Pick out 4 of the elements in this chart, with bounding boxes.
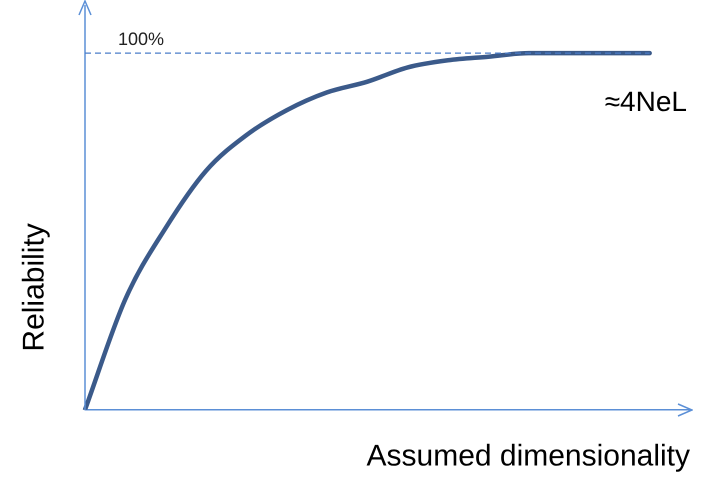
y-axis-title: Reliability [17, 223, 50, 352]
x-axis-title: Assumed dimensionality [366, 439, 690, 472]
annotation: ≈4NeL [604, 86, 687, 117]
ref-line-label: 100% [118, 29, 164, 50]
